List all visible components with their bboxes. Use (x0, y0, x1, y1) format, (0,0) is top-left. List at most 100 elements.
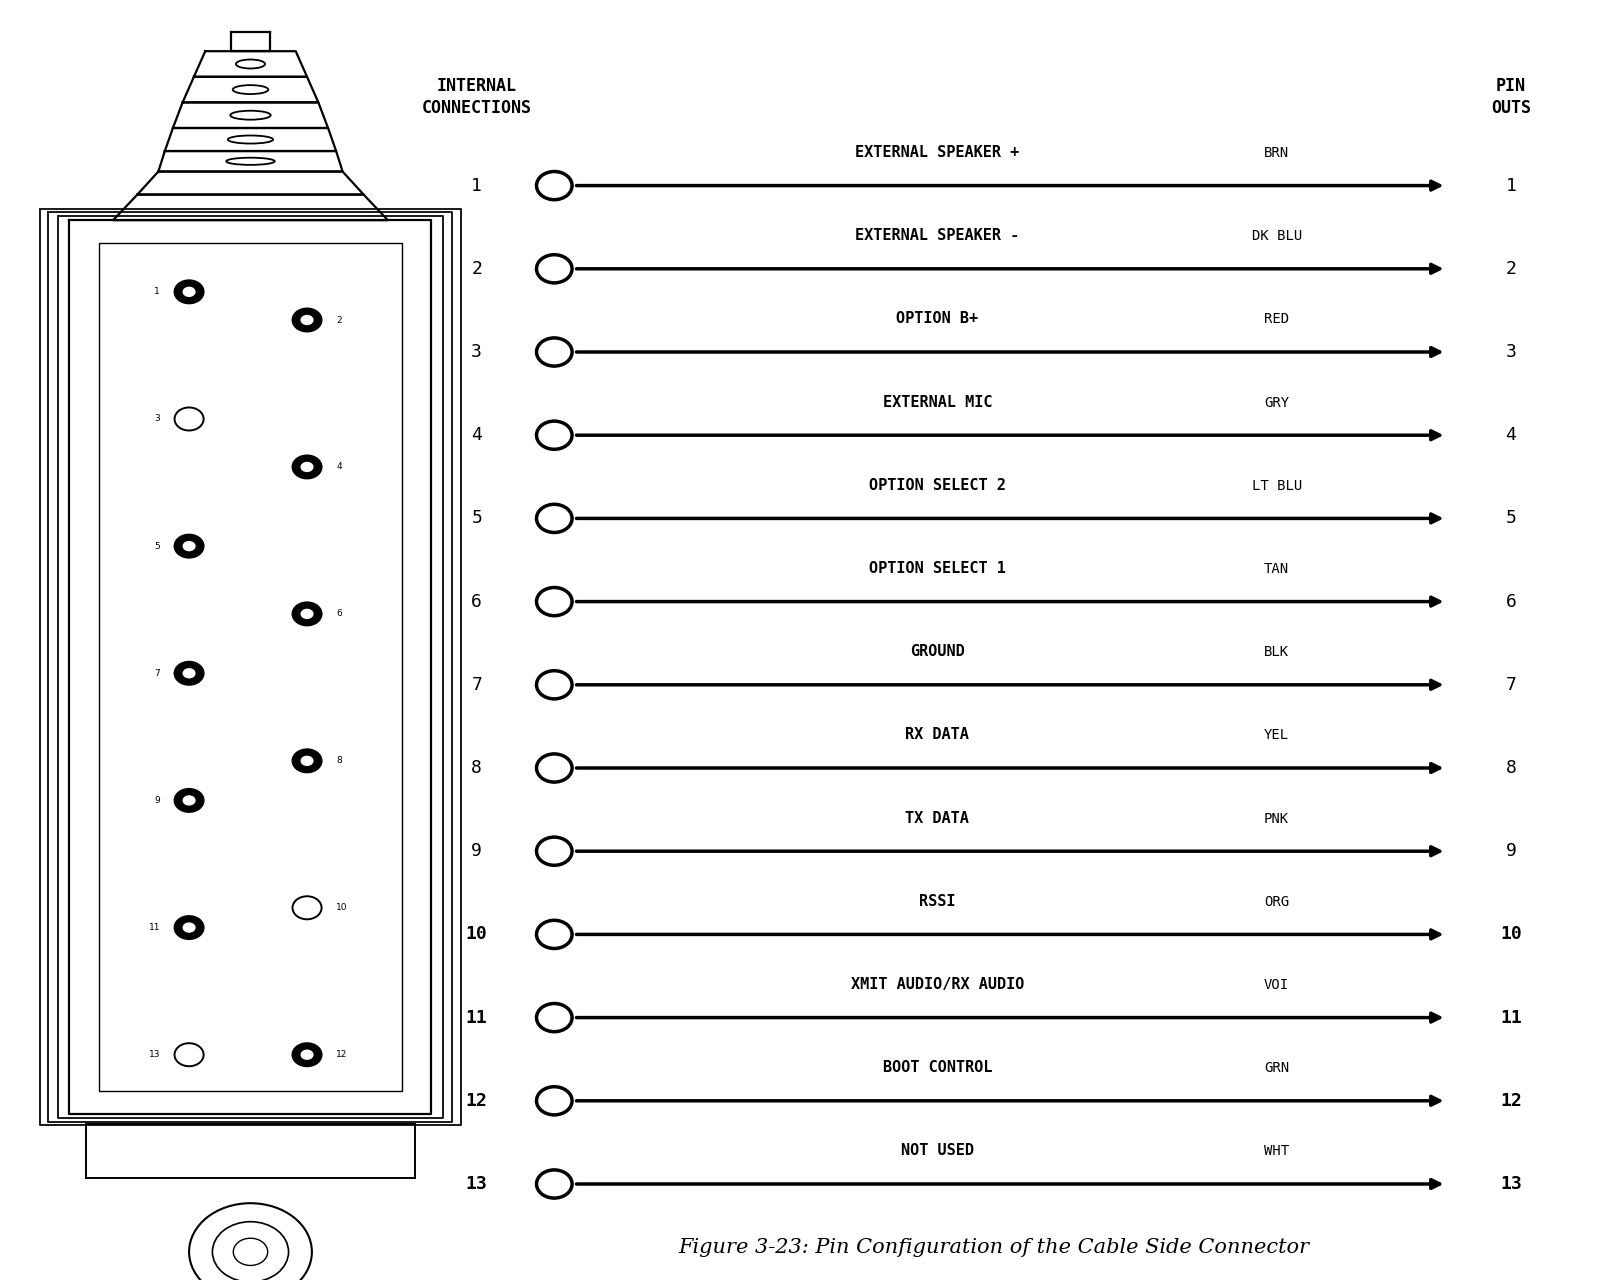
Text: BLK: BLK (1264, 645, 1290, 659)
Text: 13: 13 (465, 1175, 488, 1193)
Text: GROUND: GROUND (910, 644, 965, 659)
Text: 7: 7 (1506, 676, 1516, 694)
Text: 12: 12 (1500, 1092, 1522, 1110)
Text: PNK: PNK (1264, 812, 1290, 826)
Text: 10: 10 (1500, 925, 1522, 943)
Text: 3: 3 (472, 343, 482, 361)
Text: WHT: WHT (1264, 1144, 1290, 1158)
Circle shape (212, 1221, 289, 1280)
Circle shape (189, 1203, 312, 1280)
Text: 8: 8 (1506, 759, 1516, 777)
Text: 6: 6 (336, 609, 343, 618)
Circle shape (537, 1170, 572, 1198)
Circle shape (292, 1043, 322, 1066)
Text: 1: 1 (154, 287, 160, 297)
Bar (86, 1124, 415, 1178)
Text: 7: 7 (154, 668, 160, 678)
Text: RX DATA: RX DATA (905, 727, 970, 742)
Circle shape (301, 315, 314, 325)
Text: 3: 3 (1506, 343, 1516, 361)
Circle shape (537, 255, 572, 283)
Text: 11: 11 (465, 1009, 488, 1027)
Text: DK BLU: DK BLU (1251, 229, 1302, 243)
Text: 6: 6 (1506, 593, 1516, 611)
Text: 1: 1 (472, 177, 482, 195)
Text: NOT USED: NOT USED (900, 1143, 974, 1158)
Ellipse shape (229, 111, 271, 120)
Text: EXTERNAL SPEAKER -: EXTERNAL SPEAKER - (855, 228, 1020, 243)
Circle shape (301, 1050, 314, 1060)
Text: 2: 2 (336, 315, 341, 325)
Text: 3: 3 (154, 415, 160, 424)
Circle shape (183, 541, 196, 552)
Text: RSSI: RSSI (920, 893, 955, 909)
Text: 1: 1 (1506, 177, 1516, 195)
Text: 2: 2 (1506, 260, 1516, 278)
Circle shape (175, 662, 204, 685)
Text: EXTERNAL MIC: EXTERNAL MIC (882, 394, 992, 410)
Circle shape (537, 671, 572, 699)
Circle shape (537, 1004, 572, 1032)
Circle shape (292, 749, 322, 772)
Text: XMIT AUDIO/RX AUDIO: XMIT AUDIO/RX AUDIO (850, 977, 1025, 992)
Circle shape (537, 421, 572, 449)
Text: Figure 3-23: Pin Configuration of the Cable Side Connector: Figure 3-23: Pin Configuration of the Ca… (679, 1238, 1309, 1257)
Circle shape (537, 588, 572, 616)
Circle shape (183, 795, 196, 805)
Text: 2: 2 (472, 260, 482, 278)
Text: 5: 5 (472, 509, 482, 527)
Circle shape (292, 896, 322, 919)
Circle shape (183, 923, 196, 933)
Text: 12: 12 (336, 1050, 347, 1060)
Circle shape (537, 920, 572, 948)
Text: ORG: ORG (1264, 895, 1290, 909)
Text: 10: 10 (336, 904, 347, 913)
Text: BRN: BRN (1264, 146, 1290, 160)
Circle shape (537, 338, 572, 366)
Circle shape (292, 603, 322, 626)
Ellipse shape (226, 157, 275, 165)
Text: GRN: GRN (1264, 1061, 1290, 1075)
Text: LT BLU: LT BLU (1251, 479, 1302, 493)
Circle shape (175, 280, 204, 303)
Circle shape (292, 456, 322, 479)
Text: PIN
OUTS: PIN OUTS (1492, 77, 1530, 116)
Circle shape (537, 837, 572, 865)
Ellipse shape (236, 60, 265, 69)
Text: OPTION SELECT 1: OPTION SELECT 1 (869, 561, 1005, 576)
Text: VOI: VOI (1264, 978, 1290, 992)
Circle shape (175, 788, 204, 812)
Circle shape (183, 287, 196, 297)
Circle shape (175, 535, 204, 558)
Text: 5: 5 (154, 541, 160, 550)
Text: 4: 4 (336, 462, 341, 471)
Ellipse shape (233, 86, 268, 95)
Text: 8: 8 (472, 759, 482, 777)
Text: 10: 10 (465, 925, 488, 943)
Circle shape (301, 609, 314, 620)
Text: 11: 11 (1500, 1009, 1522, 1027)
Bar (99, 243, 402, 1091)
Text: 12: 12 (465, 1092, 488, 1110)
Text: 9: 9 (1506, 842, 1516, 860)
Text: OPTION B+: OPTION B+ (897, 311, 978, 326)
Circle shape (233, 1238, 268, 1266)
Text: 9: 9 (472, 842, 482, 860)
Text: TX DATA: TX DATA (905, 810, 970, 826)
Text: 13: 13 (149, 1050, 160, 1060)
Ellipse shape (228, 136, 273, 143)
Text: GRY: GRY (1264, 396, 1290, 410)
Text: INTERNAL
CONNECTIONS: INTERNAL CONNECTIONS (422, 77, 532, 116)
Text: 4: 4 (472, 426, 482, 444)
Circle shape (301, 755, 314, 765)
Circle shape (175, 916, 204, 940)
Circle shape (301, 462, 314, 472)
Circle shape (183, 668, 196, 678)
Text: 5: 5 (1506, 509, 1516, 527)
Circle shape (175, 407, 204, 430)
Text: 13: 13 (1500, 1175, 1522, 1193)
Text: EXTERNAL SPEAKER +: EXTERNAL SPEAKER + (855, 145, 1020, 160)
Text: BOOT CONTROL: BOOT CONTROL (882, 1060, 992, 1075)
Text: 8: 8 (336, 756, 343, 765)
Circle shape (292, 308, 322, 332)
